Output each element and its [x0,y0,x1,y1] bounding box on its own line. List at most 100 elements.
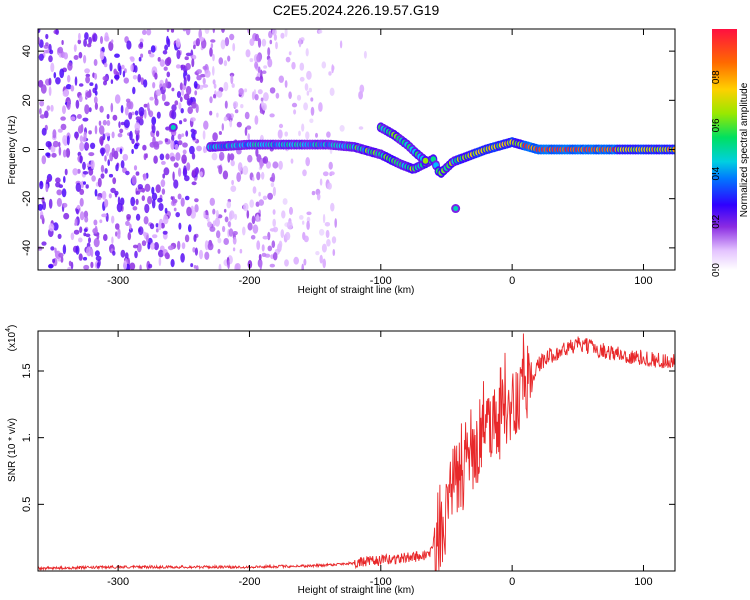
spectrogram-noise-cell [305,131,310,140]
spectrogram-noise-cell [49,49,54,55]
spectrogram-noise-cell [142,144,147,151]
spectrogram-noise-cell [199,171,203,177]
spectrogram-noise-cell [103,80,107,86]
spectrogram-noise-cell [98,120,102,126]
spectrogram-noise-cell [119,65,122,76]
spectrogram-noise-cell [55,29,59,35]
spectrogram-noise-cell [263,65,268,69]
spectrogram-noise-cell [75,245,80,255]
spectrogram-noise-cell [79,155,83,164]
spectrogram-noise-cell [304,83,309,91]
spectrogram-noise-cell [85,184,89,189]
spectrogram-noise-cell [151,192,158,201]
spectrogram-noise-cell [99,51,105,61]
spectrogram-noise-cell [88,152,95,157]
spectrogram-noise-cell [224,37,230,47]
spectrogram-noise-cell [93,219,98,226]
spectrogram-noise-cell [319,178,323,186]
spectrogram-noise-cell [40,214,44,220]
spectrogram-noise-cell [202,130,206,140]
spectrogram-noise-cell [158,257,162,266]
spectrogram-noise-cell [56,197,63,207]
spectrogram-noise-cell [83,264,90,270]
spectrogram-noise-cell [244,88,248,93]
spectrogram-noise-cell [240,104,244,109]
spectrogram-noise-cell [88,107,92,113]
spectrogram-noise-cell [227,260,230,270]
spectrogram-noise-cell [306,70,312,80]
spectrogram-noise-cell [41,241,47,246]
spectrogram-noise-cell [322,258,327,269]
spectrogram-noise-cell [166,71,171,78]
spectrogram-noise-cell [113,68,117,75]
spectrogram-noise-cell [102,119,107,126]
spectrogram-noise-cell [213,94,216,99]
spectrogram-noise-cell [190,263,194,268]
spectrogram-noise-cell [157,197,163,203]
spectrogram-noise-cell [130,196,136,207]
spectrogram-noise-cell [170,156,176,162]
spectrogram-noise-cell [232,101,239,109]
spectrogram-noise-cell [75,99,80,109]
spectrogram-noise-cell [273,34,277,41]
spectrogram-noise-cell [114,94,121,104]
spectrogram-noise-cell [156,111,161,119]
spectrogram-noise-cell [174,100,179,106]
spectrogram-noise-cell [147,242,151,250]
spectrogram-noise-cell [135,133,139,143]
spectrogram-noise-cell [61,188,67,198]
spectrogram-noise-cell [216,112,219,118]
colorbar-gradient [712,29,737,270]
spectrogram-noise-cell [209,110,213,116]
spectrogram-noise-cell [334,218,338,228]
spectrogram-noise-cell [94,102,98,110]
isolated-blob-core [453,206,459,212]
spectrogram-noise-cell [135,213,141,221]
spectrogram-noise-cell [162,173,166,179]
spectrogram-noise-cell [252,176,255,182]
spectrogram-noise-cell [305,157,311,167]
spectrogram-noise-cell [131,175,137,185]
spectrogram-noise-cell [73,229,80,235]
spectrogram-noise-cell [48,198,53,209]
spectrogram-noise-cell [236,121,242,128]
spectrogram-noise-cell [115,223,120,230]
spectrogram-noise-cell [122,153,129,161]
spectrogram-noise-cell [129,101,134,110]
y-tick-label: 40 [21,45,33,57]
spectrogram-noise-cell [324,222,331,227]
spectrogram-noise-cell [134,122,141,131]
spectrogram-noise-cell [239,248,243,254]
colorbar-tick-label: 0.6 [711,118,722,132]
spectrogram-noise-cell [140,53,144,58]
spectrogram-noise-cell [162,230,168,235]
spectrogram-noise-cell [257,38,262,48]
spectrogram-noise-cell [139,264,142,270]
spectrogram-noise-cell [212,65,215,76]
spectrogram-noise-cell [227,55,231,62]
spectrogram-noise-cell [234,213,238,220]
spectrogram-noise-cell [155,89,162,96]
spectrogram-noise-cell [83,54,87,64]
spectrogram-noise-cell [60,116,66,121]
spectrogram-noise-cell [325,229,330,239]
spectrogram-noise-cell [58,141,61,148]
x-tick-label: -200 [238,576,260,588]
spectrogram-noise-cell [62,135,67,145]
spectrogram-noise-cell [174,143,179,151]
spectrogram-noise-cell [79,211,85,221]
spectrogram-noise-cell [78,125,83,134]
spectrogram-noise-cell [83,181,86,185]
spectrogram-noise-cell [269,113,275,118]
spectrogram-noise-cell [288,91,292,99]
spectrogram-noise-cell [259,259,263,270]
spectrogram-noise-cell [180,108,184,114]
spectrogram-noise-cell [154,98,159,106]
spectrogram-noise-cell [262,156,269,164]
spectrogram-noise-cell [119,148,123,155]
spectrogram-noise-cell [193,81,198,89]
spectrogram-noise-cell [41,127,47,136]
spectrogram-noise-cell [207,221,212,228]
spectrogram-noise-cell [195,104,199,114]
spectrogram-noise-cell [178,167,182,177]
